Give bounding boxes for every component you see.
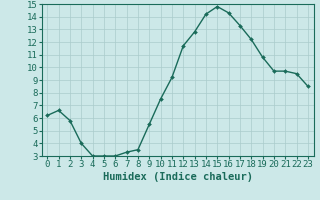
X-axis label: Humidex (Indice chaleur): Humidex (Indice chaleur): [103, 172, 252, 182]
